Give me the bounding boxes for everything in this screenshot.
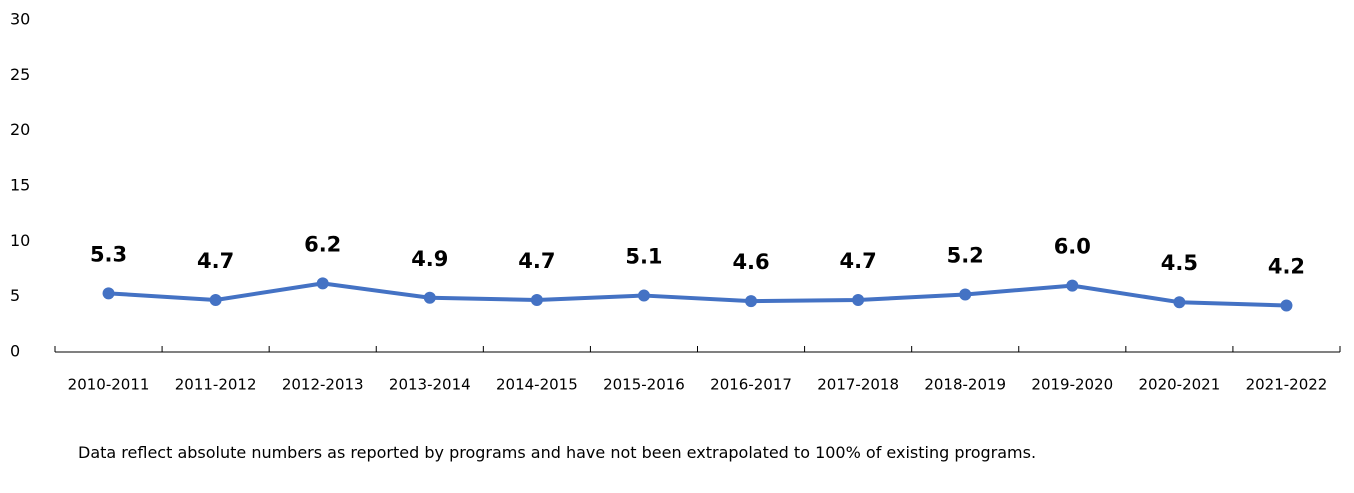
marker: [637, 289, 650, 302]
line: [108, 281, 1287, 308]
marker: [959, 288, 972, 301]
x-tick-label: 2014-2015: [496, 376, 578, 394]
y-tick-label: 20: [10, 120, 30, 139]
marker: [209, 293, 222, 306]
value-label: 4.7: [197, 249, 234, 273]
marker: [530, 293, 543, 306]
value-label: 4.9: [411, 247, 448, 271]
marker: [852, 293, 865, 306]
y-tick-label: 30: [10, 10, 30, 29]
value-label: 5.2: [947, 243, 984, 267]
marker: [1280, 299, 1293, 312]
value-label: 4.7: [840, 249, 877, 273]
value-label: 6.2: [304, 232, 341, 256]
x-tick-label: 2017-2018: [817, 376, 899, 394]
value-label: 5.1: [625, 245, 662, 269]
chart: 0 5 10 15 20 25 30 2010-2011 2011-2012 2012-2013 2…: [10, 10, 1341, 394]
x-tick-label: 2015-2016: [603, 376, 685, 394]
x-tick-label: 2020-2021: [1138, 376, 1220, 394]
marker: [745, 295, 758, 308]
x-tick-label: 2019-2020: [1031, 376, 1113, 394]
x-tick-label: 2012-2013: [282, 376, 364, 394]
marker: [1173, 296, 1186, 309]
x-tick-label: 2016-2017: [710, 376, 792, 394]
value-label: 4.6: [732, 250, 769, 274]
y-tick-label: 0: [10, 342, 20, 361]
y-tick-label: 10: [10, 231, 30, 250]
x-tick-label: 2021-2022: [1246, 376, 1328, 394]
y-tick-label: 5: [10, 286, 20, 305]
value-label: 4.7: [518, 249, 555, 273]
x-tick-label: 2018-2019: [924, 376, 1006, 394]
y-tick-label: 25: [10, 65, 30, 84]
x-tick-label: 2010-2011: [68, 376, 150, 394]
marker: [423, 291, 436, 304]
marker: [316, 277, 329, 290]
footnote: Data reflect absolute numbers as reporte…: [78, 443, 1037, 462]
marker: [102, 287, 115, 300]
x-tick-label: 2011-2012: [175, 376, 257, 394]
marker: [1066, 279, 1079, 292]
value-label: 5.3: [90, 242, 127, 266]
value-label: 4.5: [1161, 251, 1198, 275]
value-label: 6.0: [1054, 235, 1091, 259]
x-tick-label: 2013-2014: [389, 376, 471, 394]
y-tick-label: 15: [10, 176, 30, 195]
value-label: 4.2: [1268, 255, 1305, 279]
